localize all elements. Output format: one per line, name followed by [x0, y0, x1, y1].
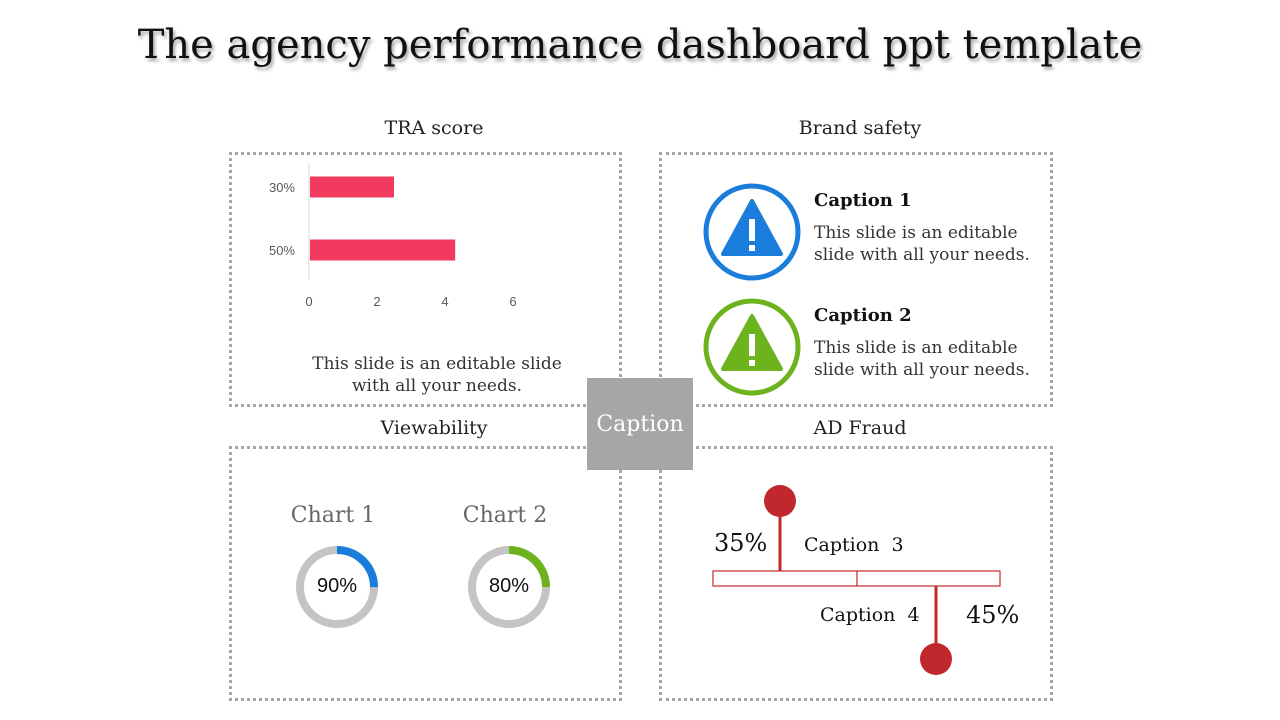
chart-1-donut: [296, 546, 378, 628]
ad-fraud-panel: 35% Caption 3 Caption 4 45%: [659, 446, 1053, 701]
fraud-caption-4: Caption 4: [820, 604, 920, 626]
slide-title: The agency performance dashboard ppt tem…: [137, 22, 1143, 68]
tra-bar-chart: 30% 50% 0 2 4 6: [269, 163, 517, 309]
x-tick-label: 4: [441, 294, 448, 309]
ad-fraud-heading: AD Fraud: [813, 417, 907, 439]
warning-icon: [703, 183, 801, 281]
category-label: 50%: [269, 243, 295, 258]
bar: [310, 239, 456, 261]
warning-icon: [703, 298, 801, 396]
tra-score-panel: 30% 50% 0 2 4 6 This slide is an editable sli…: [229, 152, 622, 407]
caption-1-title: Caption 1: [814, 190, 912, 211]
chart-1-label: Chart 1: [290, 503, 376, 528]
caption-1-text: This slide is an editable slide with all…: [814, 223, 1030, 265]
center-caption-box: Caption: [587, 378, 693, 470]
fraud-caption-3: Caption 3: [804, 534, 904, 556]
x-tick-label: 6: [509, 294, 516, 309]
viewability-heading: Viewability: [380, 417, 488, 439]
fraud-value-1: 35%: [714, 529, 768, 557]
fraud-value-2: 45%: [966, 601, 1020, 629]
caption-2-title: Caption 2: [814, 305, 912, 326]
ad-fraud-diagram: [712, 485, 1001, 675]
chart-2-donut: [468, 546, 550, 628]
chart-2-value: 80%: [488, 575, 530, 597]
chart-1-value: 90%: [316, 575, 358, 597]
tra-description: This slide is an editable slide with all…: [312, 354, 562, 396]
category-label: 30%: [269, 180, 295, 195]
caption-2-text: This slide is an editable slide with all…: [814, 338, 1030, 380]
x-tick-label: 2: [373, 294, 380, 309]
brand-safety-heading: Brand safety: [798, 117, 922, 139]
brand-safety-panel: Caption 1 This slide is an editable slid…: [659, 152, 1053, 407]
bar: [310, 176, 394, 198]
x-tick-label: 0: [305, 294, 312, 309]
viewability-panel: Chart 1 90% Chart 2 80%: [229, 446, 622, 701]
tra-score-heading: TRA score: [384, 117, 484, 139]
chart-2-label: Chart 2: [462, 503, 548, 528]
